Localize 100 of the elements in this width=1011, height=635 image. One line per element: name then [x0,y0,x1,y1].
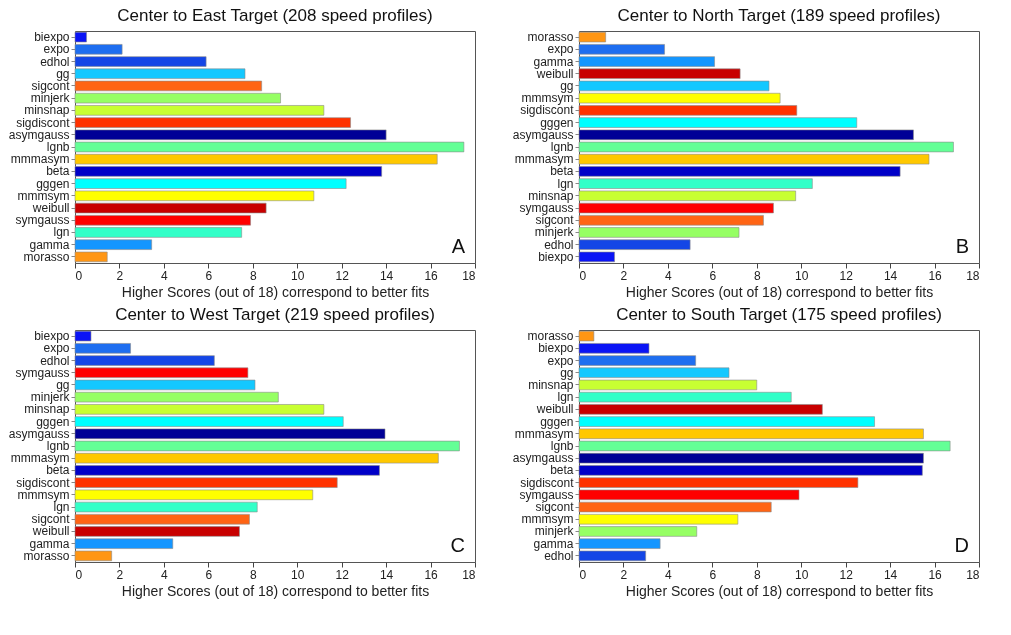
x-axis-title: Higher Scores (out of 18) correspond to better fits [625,283,934,300]
y-tick-label: morasso [527,329,574,344]
y-tick-label: symgauss [15,213,70,228]
y-tick-label: gg [560,78,574,93]
annotation: C [450,534,465,556]
y-tick-label: weibull [31,524,70,539]
x-tick-label: 0 [75,567,83,582]
y-tick-label: biexpo [538,341,574,356]
y-tick-label: lgnb [550,140,574,154]
x-tick-label: 12 [335,268,350,283]
x-tick-label: 10 [795,268,809,283]
annotation: D [954,534,969,556]
y-tick-label: gg [56,66,70,81]
y-tick-label: minsnap [24,402,70,417]
x-tick-label: 6 [709,268,717,283]
y-tick-label: gg [56,377,70,392]
y-tick-label: weibull [535,402,574,417]
x-tick-label: 0 [579,567,587,582]
y-tick-label: lgn [557,176,574,191]
y-tick-label: sigcont [535,213,575,228]
y-tick-label: beta [46,164,70,179]
x-tick-label: 6 [205,567,213,582]
y-tick-label: expo [547,353,574,368]
x-tick-label: 6 [709,567,717,582]
x-tick-label: 4 [665,268,673,283]
x-tick-label: 2 [620,567,628,582]
y-tick-label: edhol [40,54,70,69]
y-tick-label: sigdiscont [16,115,71,130]
x-tick-label: 14 [379,567,394,582]
y-tick-label: lgnb [550,439,574,453]
x-tick-label: 0 [75,268,83,283]
x-tick-label: 16 [424,567,439,582]
x-axis-title: Higher Scores (out of 18) correspond to better fits [121,283,430,300]
x-tick-label: 16 [424,268,439,283]
y-tick-label: sigcont [31,512,71,527]
x-tick-label: 8 [753,567,761,582]
y-tick-label: biexpo [34,329,70,344]
x-tick-label: 12 [839,567,854,582]
y-tick-label: morasso [527,30,574,45]
y-tick-label: minsnap [24,103,70,118]
y-tick-label: sigdiscont [520,103,575,118]
x-axis-title: Higher Scores (out of 18) correspond to better fits [121,582,430,599]
y-tick-label: sigdiscont [16,475,71,490]
y-tick-label: lgn [53,225,70,240]
x-tick-label: 16 [928,567,943,582]
x-tick-label: 14 [379,268,394,283]
x-tick-label: 4 [161,567,169,582]
annotation: A [451,235,466,257]
y-tick-label: biexpo [538,249,574,264]
y-tick-label: gamma [29,536,70,551]
y-tick-label: beta [46,463,70,478]
y-tick-label: lgn [557,390,574,405]
x-tick-label: 4 [665,567,673,582]
x-tick-label: 18 [462,567,476,582]
y-tick-label: sigcont [535,500,575,515]
y-tick-label: minjerk [534,225,575,240]
x-tick-label: 8 [753,268,761,283]
x-tick-label: 10 [795,567,809,582]
x-tick-label: 8 [249,268,257,283]
x-tick-label: 10 [291,567,305,582]
x-tick-label: 14 [883,567,898,582]
x-tick-label: 10 [291,268,305,283]
chart-title: Center to East Target (208 speed profiles) [117,5,433,25]
x-tick-label: 16 [928,268,943,283]
y-tick-label: lgnb [46,439,70,453]
y-tick-label: edhol [544,237,574,252]
y-tick-label: weibull [31,201,70,216]
x-tick-label: 8 [249,567,257,582]
y-tick-label: lgnb [46,140,70,154]
x-tick-label: 18 [462,268,476,283]
y-tick-label: edhol [544,548,574,563]
y-tick-label: expo [43,341,70,356]
y-tick-label: beta [550,463,574,478]
x-tick-label: 2 [620,268,628,283]
x-tick-label: 6 [205,268,213,283]
annotation: B [955,235,969,257]
x-tick-label: 18 [966,268,980,283]
y-tick-label: expo [547,42,574,57]
y-tick-label: minjerk [534,524,575,539]
y-tick-label: minjerk [30,91,71,106]
chart-title: Center to North Target (189 speed profiles) [617,5,941,25]
y-tick-label: biexpo [34,30,70,45]
x-tick-label: 14 [883,268,898,283]
x-tick-label: 2 [116,567,124,582]
y-tick-label: symgauss [15,365,70,380]
y-tick-label: gg [560,365,574,380]
x-tick-label: 0 [579,268,587,283]
x-tick-label: 12 [335,567,350,582]
chart-title: Center to South Target (175 speed profiles) [616,304,942,324]
y-tick-label: beta [550,164,574,179]
y-tick-label: expo [43,42,70,57]
y-tick-label: edhol [40,353,70,368]
y-tick-label: minjerk [30,390,71,405]
x-tick-label: 18 [966,567,980,582]
x-tick-label: 4 [161,268,169,283]
y-tick-label: sigdiscont [520,475,575,490]
chart-title: Center to West Target (219 speed profiles) [115,304,435,324]
x-tick-label: 12 [839,268,854,283]
y-tick-label: lgn [53,500,70,515]
x-tick-label: 2 [116,268,124,283]
